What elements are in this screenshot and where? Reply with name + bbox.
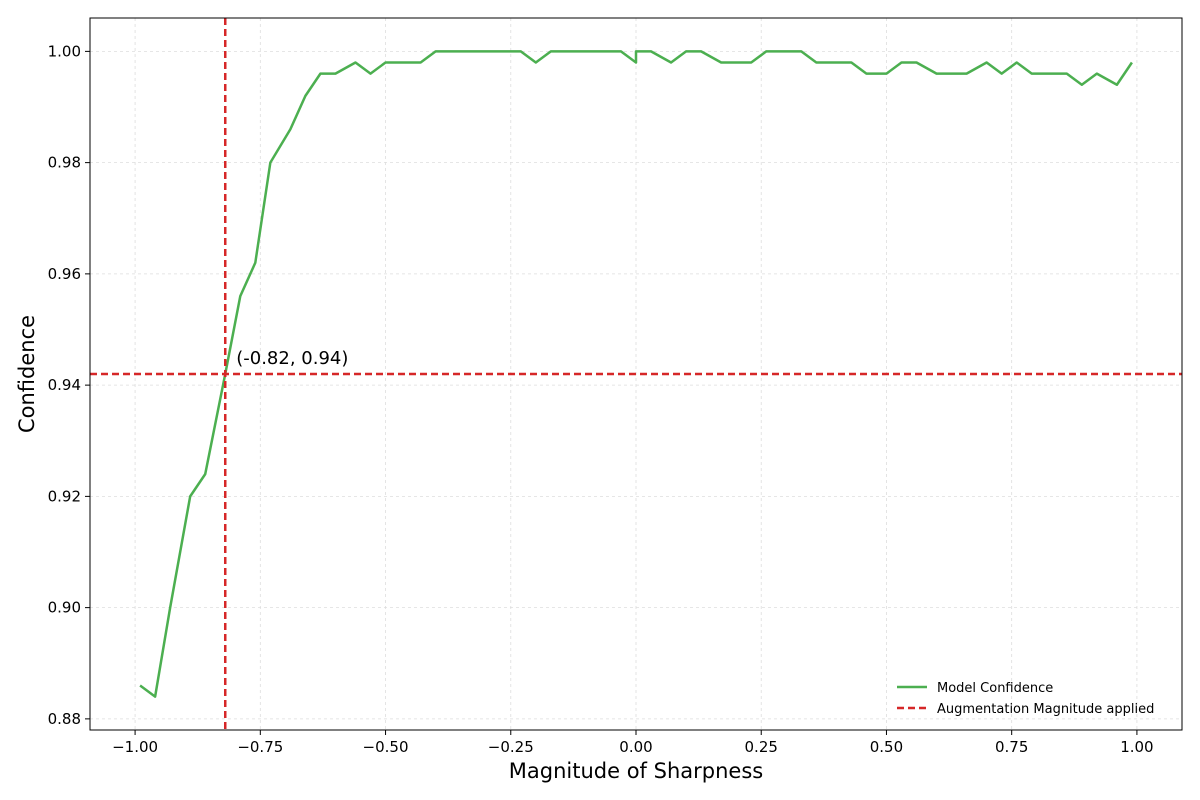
x-axis-ticks: −1.00 −0.75 −0.50 −0.25 0.00 0.25 0.50 0.75 1.00 [112,730,1154,756]
legend-label-augmentation: Augmentation Magnitude applied [937,702,1154,717]
x-axis-label: Magnitude of Sharpness [509,759,763,783]
y-tick-label: 1.00 [48,42,81,60]
x-tick-label: −0.50 [363,738,409,756]
y-tick-label: 0.88 [48,710,81,728]
y-axis-ticks: 0.88 0.90 0.92 0.94 0.96 0.98 1.00 [48,42,90,728]
legend-label-model-confidence: Model Confidence [937,681,1053,696]
y-tick-label: 0.94 [48,376,81,394]
series-layer [139,50,1133,698]
y-tick-label: 0.90 [48,599,81,617]
x-tick-label: 0.00 [619,738,652,756]
x-tick-label: 0.75 [995,738,1028,756]
x-tick-label: −0.25 [488,738,534,756]
x-tick-label: 1.00 [1120,738,1153,756]
y-tick-label: 0.92 [48,487,81,505]
x-tick-label: −1.00 [112,738,158,756]
reference-lines [90,18,1182,730]
y-tick-label: 0.96 [48,265,81,283]
x-tick-label: 0.50 [870,738,903,756]
legend: Model Confidence Augmentation Magnitude … [897,681,1154,717]
annotation-label: (-0.82, 0.94) [236,348,348,369]
x-tick-label: 0.25 [745,738,778,756]
y-tick-label: 0.98 [48,154,81,172]
y-axis-label: Confidence [15,315,39,433]
x-tick-label: −0.75 [237,738,283,756]
series-line-model-confidence [139,50,1133,698]
